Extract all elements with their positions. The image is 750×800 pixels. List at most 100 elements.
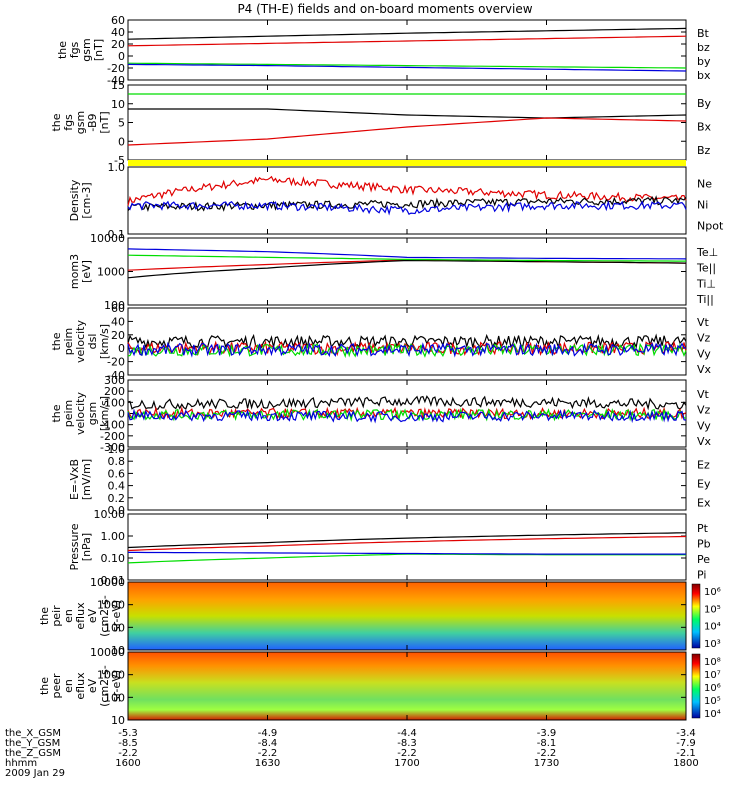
y-tick-label: 10 — [111, 644, 125, 657]
colorbar: 10⁸ 10⁷ 10⁶ 10⁵ 10⁴ — [691, 653, 721, 720]
legend-entry: Vt — [697, 388, 710, 401]
legend-entry: Bx — [697, 121, 712, 134]
panel-frame — [127, 19, 687, 81]
legend-entry: Ey — [697, 478, 711, 491]
panel-3: 1.0 0.1 Density [cm-3] Ne Ni Npot — [68, 161, 724, 241]
y-tick-label: 40 — [111, 26, 125, 39]
date-label: 2009 Jan 29 — [5, 768, 65, 779]
y-axis-label: gsm — [86, 402, 99, 425]
y-tick-label: 20 — [111, 329, 125, 342]
series-Pe — [127, 553, 686, 564]
y-tick-label: 0 — [118, 135, 125, 148]
heatmap-area — [128, 652, 686, 720]
y-tick-label: 0.0 — [108, 504, 126, 517]
legend-entry: Pb — [697, 537, 711, 550]
legend-entry: Vy — [697, 347, 711, 360]
legend-entry: Pe — [697, 553, 710, 566]
y-tick-label: 60 — [111, 302, 125, 315]
y-tick-label: 20 — [111, 38, 125, 51]
y-tick-label: 0.4 — [108, 480, 126, 493]
y-axis-label: peim — [62, 328, 75, 356]
x-tick-value: 1700 — [394, 758, 419, 769]
x-tick-value: 1730 — [534, 758, 559, 769]
y-axis-label: the — [50, 332, 63, 350]
y-tick-label: 15 — [111, 79, 125, 92]
y-tick-label: 40 — [111, 315, 125, 328]
y-axis-label: eflux — [74, 672, 87, 700]
y-axis-label: fgs — [68, 41, 81, 58]
y-tick-label: 0.8 — [108, 455, 126, 468]
y-tick-label: 1000 — [97, 669, 125, 682]
x-tick-value: -2.2 — [118, 748, 138, 759]
legend-entry: Ez — [697, 459, 710, 472]
series-Ni — [127, 195, 687, 212]
y-axis-label: [nT] — [98, 111, 111, 133]
status-bar — [128, 160, 686, 166]
colorbar-scale — [691, 653, 701, 719]
y-axis-label: eV — [86, 608, 99, 623]
colorbar-tick-label: 10⁵ — [704, 696, 721, 707]
y-tick-label: -40 — [107, 74, 125, 87]
y-axis-label: [cm-3] — [80, 182, 93, 218]
y-axis-label: [eV] — [80, 260, 93, 283]
legend-entry: by — [697, 55, 711, 68]
y-axis-label: en — [62, 679, 75, 693]
legend-entry: Te⊥ — [696, 246, 718, 259]
panel-frame — [127, 448, 687, 511]
x-row-label: the_X_GSM — [5, 728, 61, 739]
colorbar-tick-label: 10⁴ — [704, 709, 721, 720]
series-by — [127, 62, 687, 69]
y-tick-label: -40 — [107, 369, 125, 382]
y-axis-label: E=-VxB — [68, 459, 81, 500]
series-Bt — [127, 27, 687, 40]
y-axis-label: Pressure — [68, 523, 81, 570]
x-row-label: hhmm — [5, 758, 37, 769]
series-Npot — [127, 199, 687, 216]
panel-8: 10.00 1.00 0.10 0.01 Pressure [nPa] Pt Pb Pe Pi — [68, 508, 711, 587]
y-axis-label: -B9 — [86, 113, 99, 131]
x-tick-value: -2.2 — [258, 748, 278, 759]
series-Pt — [127, 532, 687, 549]
legend-entry: Pt — [697, 522, 709, 535]
y-axis-label: peir — [50, 605, 63, 627]
y-axis-label: (cm2-s- — [98, 595, 111, 637]
y-tick-label: 0 — [118, 342, 125, 355]
legend-entry: Ti|| — [696, 293, 714, 306]
series-Bx — [128, 108, 687, 119]
y-tick-label: 1000 — [97, 266, 125, 279]
colorbar-tick-label: 10⁵ — [704, 604, 721, 615]
y-tick-label: -200 — [100, 430, 125, 443]
legend-entry: Ex — [697, 497, 711, 510]
legend-entry: Bt — [697, 27, 710, 40]
series-Te⊥ — [127, 259, 687, 271]
y-axis-label: peim — [62, 400, 75, 428]
x-tick-value: -8.1 — [537, 738, 557, 749]
y-tick-label: -5 — [114, 154, 125, 167]
y-axis-label: the — [50, 404, 63, 422]
y-tick-label: 200 — [104, 385, 125, 398]
colorbar-tick-label: 10⁶ — [704, 683, 721, 694]
series-Ti⊥ — [127, 248, 687, 260]
legend-entry: Vx — [697, 363, 712, 376]
y-axis-label: peer — [50, 673, 63, 699]
x-tick-value: -5.3 — [118, 728, 138, 739]
y-tick-label: -20 — [107, 356, 125, 369]
legend-entry: bx — [697, 69, 711, 82]
y-tick-label: 10 — [111, 98, 125, 111]
legend-entry: Vz — [697, 404, 711, 417]
series-bz — [127, 35, 687, 47]
heatmap-area — [128, 582, 686, 650]
colorbar-tick-label: 10⁶ — [704, 587, 721, 598]
y-tick-label: 1.0 — [108, 161, 126, 174]
y-tick-label: 10000 — [90, 646, 125, 659]
y-tick-label: 5 — [118, 117, 125, 130]
y-tick-label: 100 — [104, 621, 125, 634]
x-tick-value: -2.2 — [397, 748, 417, 759]
x-tick-value: -8.5 — [118, 738, 138, 749]
panel-frame — [127, 166, 687, 235]
x-tick-value: 1600 — [115, 758, 140, 769]
